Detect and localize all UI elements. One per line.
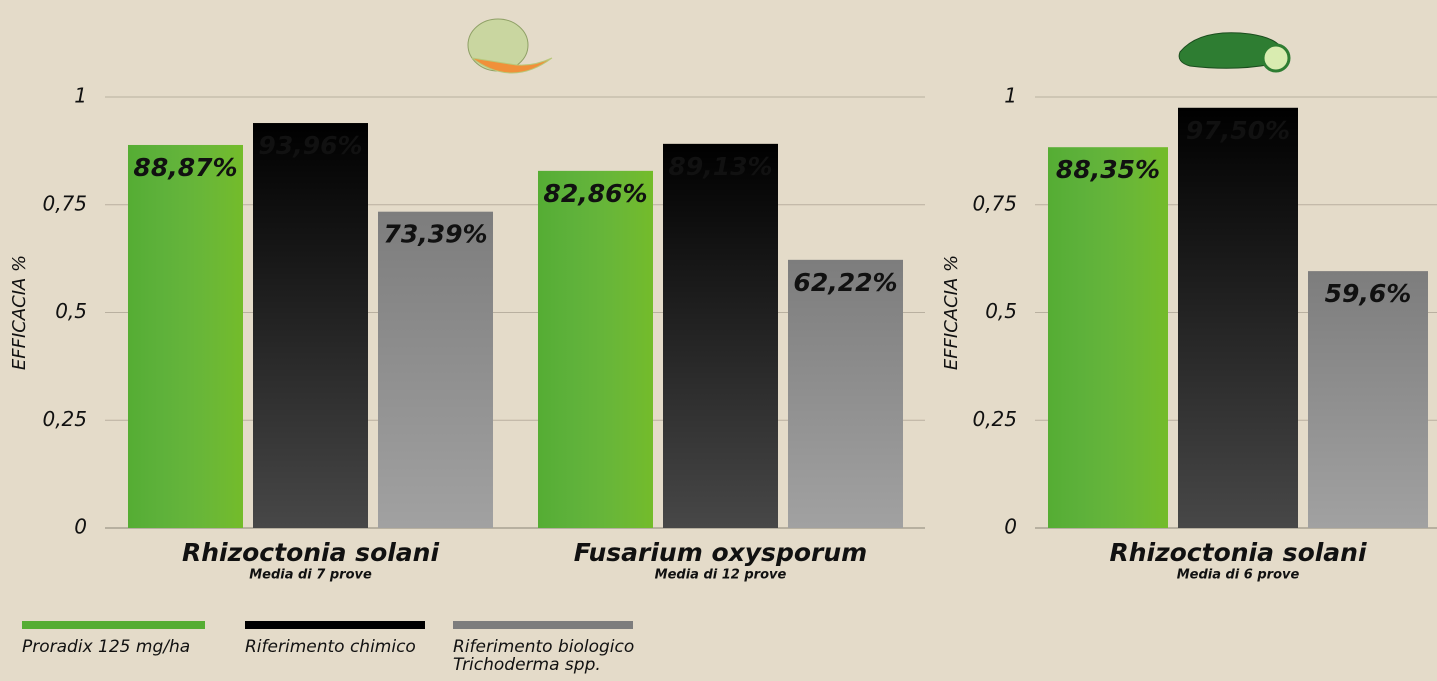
value-label: 88,35%	[1056, 155, 1160, 184]
value-label: 88,87%	[133, 153, 237, 182]
y-tick-label: 0	[1004, 515, 1017, 539]
legend-swatch	[245, 621, 425, 629]
bar-shade	[1048, 147, 1168, 528]
y-axis-label: EFFICACIA %	[941, 255, 962, 370]
bar-shade	[253, 123, 368, 528]
bar-shade	[788, 260, 903, 528]
category-note: Media di 7 prove	[249, 568, 372, 583]
bar-shade	[128, 145, 243, 528]
value-label: 62,22%	[793, 268, 897, 297]
y-tick-label: 0,25	[42, 407, 87, 431]
y-tick-label: 1	[1004, 84, 1017, 108]
bar-shade	[1308, 271, 1428, 528]
category-label: Fusarium oxysporum	[574, 538, 867, 567]
value-label: 82,86%	[543, 179, 647, 208]
category-note: Media di 6 prove	[1177, 568, 1300, 583]
bar-shade	[663, 144, 778, 528]
cucumber-icon	[1179, 33, 1289, 71]
legend-label: Riferimento chimico	[245, 638, 416, 656]
y-tick-label: 0,5	[985, 299, 1017, 323]
bar-shade	[378, 212, 493, 528]
legend-label: Proradix 125 mg/ha	[22, 638, 190, 656]
y-tick-label: 0,75	[972, 191, 1017, 215]
category-note: Media di 12 prove	[655, 568, 787, 583]
y-tick-label: 0,75	[42, 191, 87, 215]
value-label: 59,6%	[1325, 279, 1412, 308]
category-label: Rhizoctonia solani	[1109, 538, 1367, 567]
legend-swatch	[453, 621, 633, 629]
y-axis-label: EFFICACIA %	[9, 255, 30, 370]
value-label: 89,13%	[668, 152, 772, 181]
category-label: Rhizoctonia solani	[182, 538, 440, 567]
page: EFFICACIA % 0 0,25 0,5 0,75 1 88,87% 93,96% 73,3…	[0, 0, 1437, 681]
y-tick-label: 0,5	[55, 299, 87, 323]
legend-swatch	[22, 621, 205, 629]
y-tick-label: 0,25	[972, 407, 1017, 431]
legend-label: Riferimento biologico Trichoderma spp.	[453, 638, 634, 674]
value-label: 73,39%	[383, 220, 487, 249]
y-tick-label: 1	[74, 84, 87, 108]
bar-shade	[1178, 108, 1298, 528]
bar-shade	[538, 171, 653, 528]
value-label: 97,50%	[1186, 116, 1290, 145]
chart: EFFICACIA % 0 0,25 0,5 0,75 1 88,87% 93,96% 73,3…	[0, 0, 1437, 681]
value-label: 93,96%	[258, 131, 362, 160]
melon-icon	[468, 19, 552, 73]
y-tick-label: 0	[74, 515, 87, 539]
